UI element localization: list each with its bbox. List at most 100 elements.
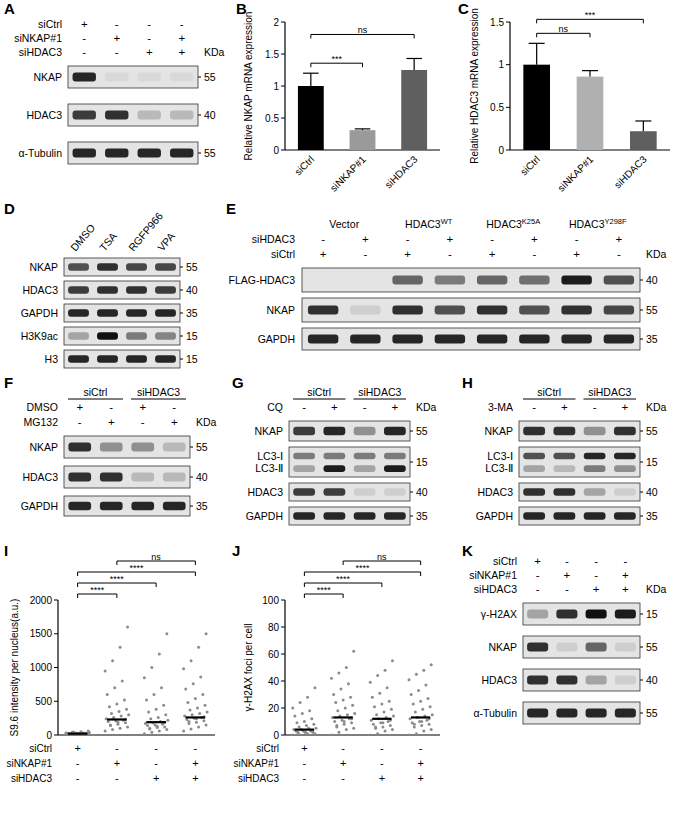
plot-area [291,650,434,735]
band [392,306,422,315]
y-tick [506,150,510,151]
dot [205,723,208,726]
blot-strip [64,466,190,488]
band [553,465,575,472]
band [100,502,123,510]
mean-line [411,716,430,718]
group-label: HDAC3Y298F [569,217,627,231]
dot [165,728,168,731]
blot-strip [523,636,640,658]
group-label: siHDAC3 [137,386,180,398]
dot [353,712,356,715]
group-label: siCtrl [84,386,108,398]
error-cap [582,70,598,71]
dot [412,702,415,705]
group-label: Vector [329,218,359,230]
band [435,306,465,315]
protein-label: LC3-Ⅰ [257,450,283,462]
band [477,276,507,285]
dot [156,725,159,728]
condition-sign: + [74,742,80,754]
band [354,465,376,472]
significance-label: ns [358,25,368,35]
group-label-text: siCtrl [84,386,108,398]
y-tick-label: 2 [273,17,279,28]
condition-sign: - [154,742,158,754]
y-tick [281,654,285,655]
band [584,465,606,472]
band [126,332,147,340]
blot-strip [302,298,640,322]
kda-label: 40 [204,109,216,121]
band [350,276,380,285]
group-label-sup: WT [441,217,453,226]
dot [430,663,433,666]
band [126,263,147,271]
dot [420,720,423,723]
dot [195,721,198,724]
y-tick [281,600,285,601]
condition-sign: + [622,569,629,581]
condition-sign: + [362,233,369,245]
dot [334,701,337,704]
condition-sign: - [617,248,621,260]
dot [106,693,109,696]
band [556,643,577,652]
x-tick-label: siNKAP#1 [555,153,595,193]
dot [371,696,374,699]
band [73,73,96,82]
y-axis-label: S9.6 intensity per nucleus(a.u.) [9,599,20,737]
significance-label: ns [151,552,161,562]
band [477,335,507,344]
band [170,149,193,158]
condition-sign: + [392,401,399,413]
error-cap [355,128,371,129]
y-tick-label: 2000 [30,595,53,606]
dot [347,682,350,685]
condition-label: siNKAP#1 [469,569,517,581]
dot [419,700,422,703]
condition-sign: + [622,583,629,595]
dot [197,646,200,649]
dot [127,713,130,716]
y-tick-label: 0 [273,730,279,741]
y-axis-label: γ-H2AX foci per cell [243,624,254,712]
protein-label: GAPDH [258,333,295,345]
band [527,676,548,685]
group-underline [523,399,576,400]
dot [196,707,199,710]
band [584,488,606,496]
error-cap [529,43,545,44]
panel-letter: C [458,0,469,17]
mean-line [146,721,166,723]
dot [123,698,126,701]
band [392,276,422,285]
dot [413,725,416,728]
condition-label: siNKAP#1 [233,758,279,769]
blot-strip [289,507,410,525]
y-tick-label: 40 [268,676,280,687]
band [293,465,315,472]
condition-sign: - [419,742,423,754]
dot [291,734,294,736]
band [614,512,636,520]
band [138,73,161,82]
dot [372,723,375,726]
dot [413,723,416,726]
kda-label: 55 [196,441,208,453]
blot-strip [302,268,640,292]
blot-strip [64,496,190,516]
dot [346,713,349,716]
kda-label: 15 [646,608,658,620]
band [586,676,607,685]
dot [376,674,379,677]
mean-line [68,733,88,735]
dot [306,696,309,699]
significance-bracket [304,583,382,587]
dot [190,659,193,662]
error-line [643,121,644,131]
significance-label: **** [336,574,351,584]
y-tick [281,681,285,682]
y-tick-label: 0.5 [490,102,504,113]
dot [345,666,348,669]
